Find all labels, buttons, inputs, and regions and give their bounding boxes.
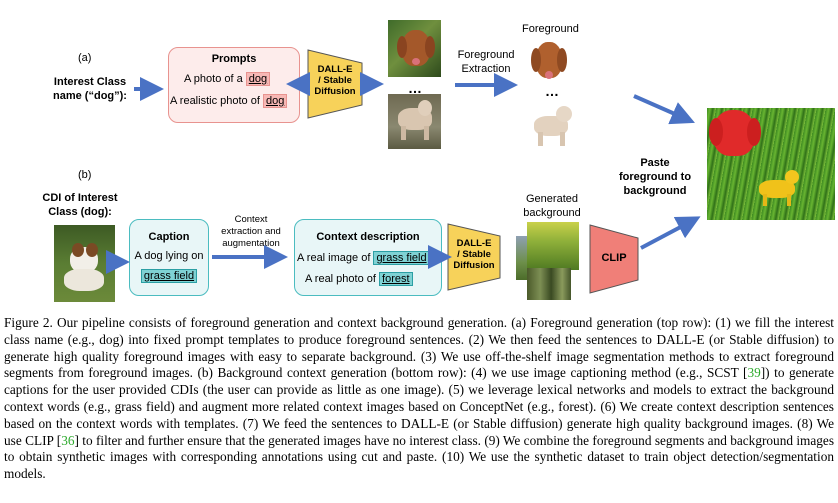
caption-part3: ] to filter and further ensure that the … xyxy=(4,432,834,482)
caption-title: Caption xyxy=(148,231,190,243)
arrow-clip-to-composite xyxy=(640,216,701,250)
citation-39[interactable]: 39 xyxy=(747,365,761,381)
ctx1-chip: grass field xyxy=(373,251,430,265)
prompt1-text: A photo of a xyxy=(184,73,243,85)
generator-a-label: DALL-E / Stable Diffusion xyxy=(307,64,363,97)
foreground-dog-1 xyxy=(524,38,574,86)
prompts-title: Prompts xyxy=(211,53,257,65)
caption-chip-row: grass field xyxy=(130,269,208,283)
context-line2: extraction and xyxy=(221,226,281,237)
ellipsis-a: … xyxy=(408,80,422,96)
paste-line3: background xyxy=(623,185,687,197)
ctx1-text: A real image of xyxy=(297,252,371,264)
cdi-label-line1: CDI of Interest xyxy=(42,192,118,204)
generated-dog-photo-1 xyxy=(388,20,441,77)
generated-line1: Generated xyxy=(526,193,578,205)
generator-a-line1: DALL-E xyxy=(317,64,353,75)
prompt2-text: A realistic photo of xyxy=(170,95,260,107)
caption-part2: ]) to generate captions for the user pro… xyxy=(4,365,835,448)
clip-shape xyxy=(589,224,639,294)
interest-label-line2: name (“dog”): xyxy=(53,90,127,102)
interest-label-line1: Interest Class xyxy=(53,76,127,88)
arrows-layer xyxy=(106,72,701,274)
caption-chip: grass field xyxy=(140,269,198,283)
caption-line: A dog lying on xyxy=(134,250,204,262)
clip-label: CLIP xyxy=(601,252,627,264)
foreground-dog-2 xyxy=(526,100,580,150)
context-line-1: A real image of grass field xyxy=(297,251,430,265)
background-photo-forest xyxy=(527,268,571,300)
prompt1-chip: dog xyxy=(245,72,271,86)
interest-class-label: Interest Class name (“dog”): xyxy=(40,75,140,103)
composite-output-image xyxy=(707,108,835,220)
context-line1: Context xyxy=(234,214,268,225)
context-line-2: A real photo of forest xyxy=(305,272,413,286)
generated-background-label: Generated background xyxy=(516,192,588,220)
foreground-label: Foreground xyxy=(522,23,579,35)
context-title: Context description xyxy=(316,231,420,243)
generator-b-line1: DALL-E xyxy=(456,238,492,249)
context-extraction-label: Context extraction and augmentation xyxy=(213,214,289,250)
cdi-dog-photo xyxy=(54,225,115,302)
context-description-box: Context description A real image of gras… xyxy=(294,219,442,296)
prompt-line-1: A photo of a dog xyxy=(184,72,271,86)
ellipsis-foreground: … xyxy=(545,83,559,99)
paste-line2: foreground to xyxy=(618,171,692,183)
row-a-marker: (a) xyxy=(78,52,92,64)
arrow-foreground-to-composite xyxy=(633,94,695,125)
generated-dog-photo-2 xyxy=(388,94,441,149)
generator-b-shape xyxy=(447,223,501,291)
paste-line1: Paste xyxy=(640,157,670,169)
generator-a-line2: / Stable xyxy=(318,75,352,86)
caption-box: Caption A dog lying on grass field xyxy=(129,219,209,296)
prompt-line-2: A realistic photo of dog xyxy=(170,94,288,108)
prompts-box: Prompts A photo of a dog A realistic pho… xyxy=(168,47,300,123)
extraction-line1: Foreground xyxy=(457,49,515,61)
context-line3: augmentation xyxy=(222,238,280,249)
generated-line2: background xyxy=(523,207,581,219)
ctx2-text: A real photo of xyxy=(305,273,376,285)
generator-b-label: DALL-E / Stable Diffusion xyxy=(447,238,501,271)
generator-a-line3: Diffusion xyxy=(314,86,356,97)
caption-part1: Figure 2. Our pipeline consists of foreg… xyxy=(4,315,834,381)
extraction-line2: Extraction xyxy=(461,63,511,75)
cdi-label-line2: Class (dog): xyxy=(48,206,112,218)
row-b-marker: (b) xyxy=(78,169,92,181)
figure-caption: Figure 2. Our pipeline consists of foreg… xyxy=(4,315,834,483)
paste-label: Paste foreground to background xyxy=(608,156,702,198)
ctx2-chip: forest xyxy=(379,272,413,286)
foreground-extraction-label: Foreground Extraction xyxy=(448,48,524,76)
background-photo-grass xyxy=(527,222,579,270)
prompt2-chip: dog xyxy=(262,94,288,108)
cdi-label: CDI of Interest Class (dog): xyxy=(30,191,130,219)
citation-36[interactable]: 36 xyxy=(61,432,75,448)
generator-b-line3: Diffusion xyxy=(453,260,495,271)
generator-b-line2: / Stable xyxy=(457,249,491,260)
